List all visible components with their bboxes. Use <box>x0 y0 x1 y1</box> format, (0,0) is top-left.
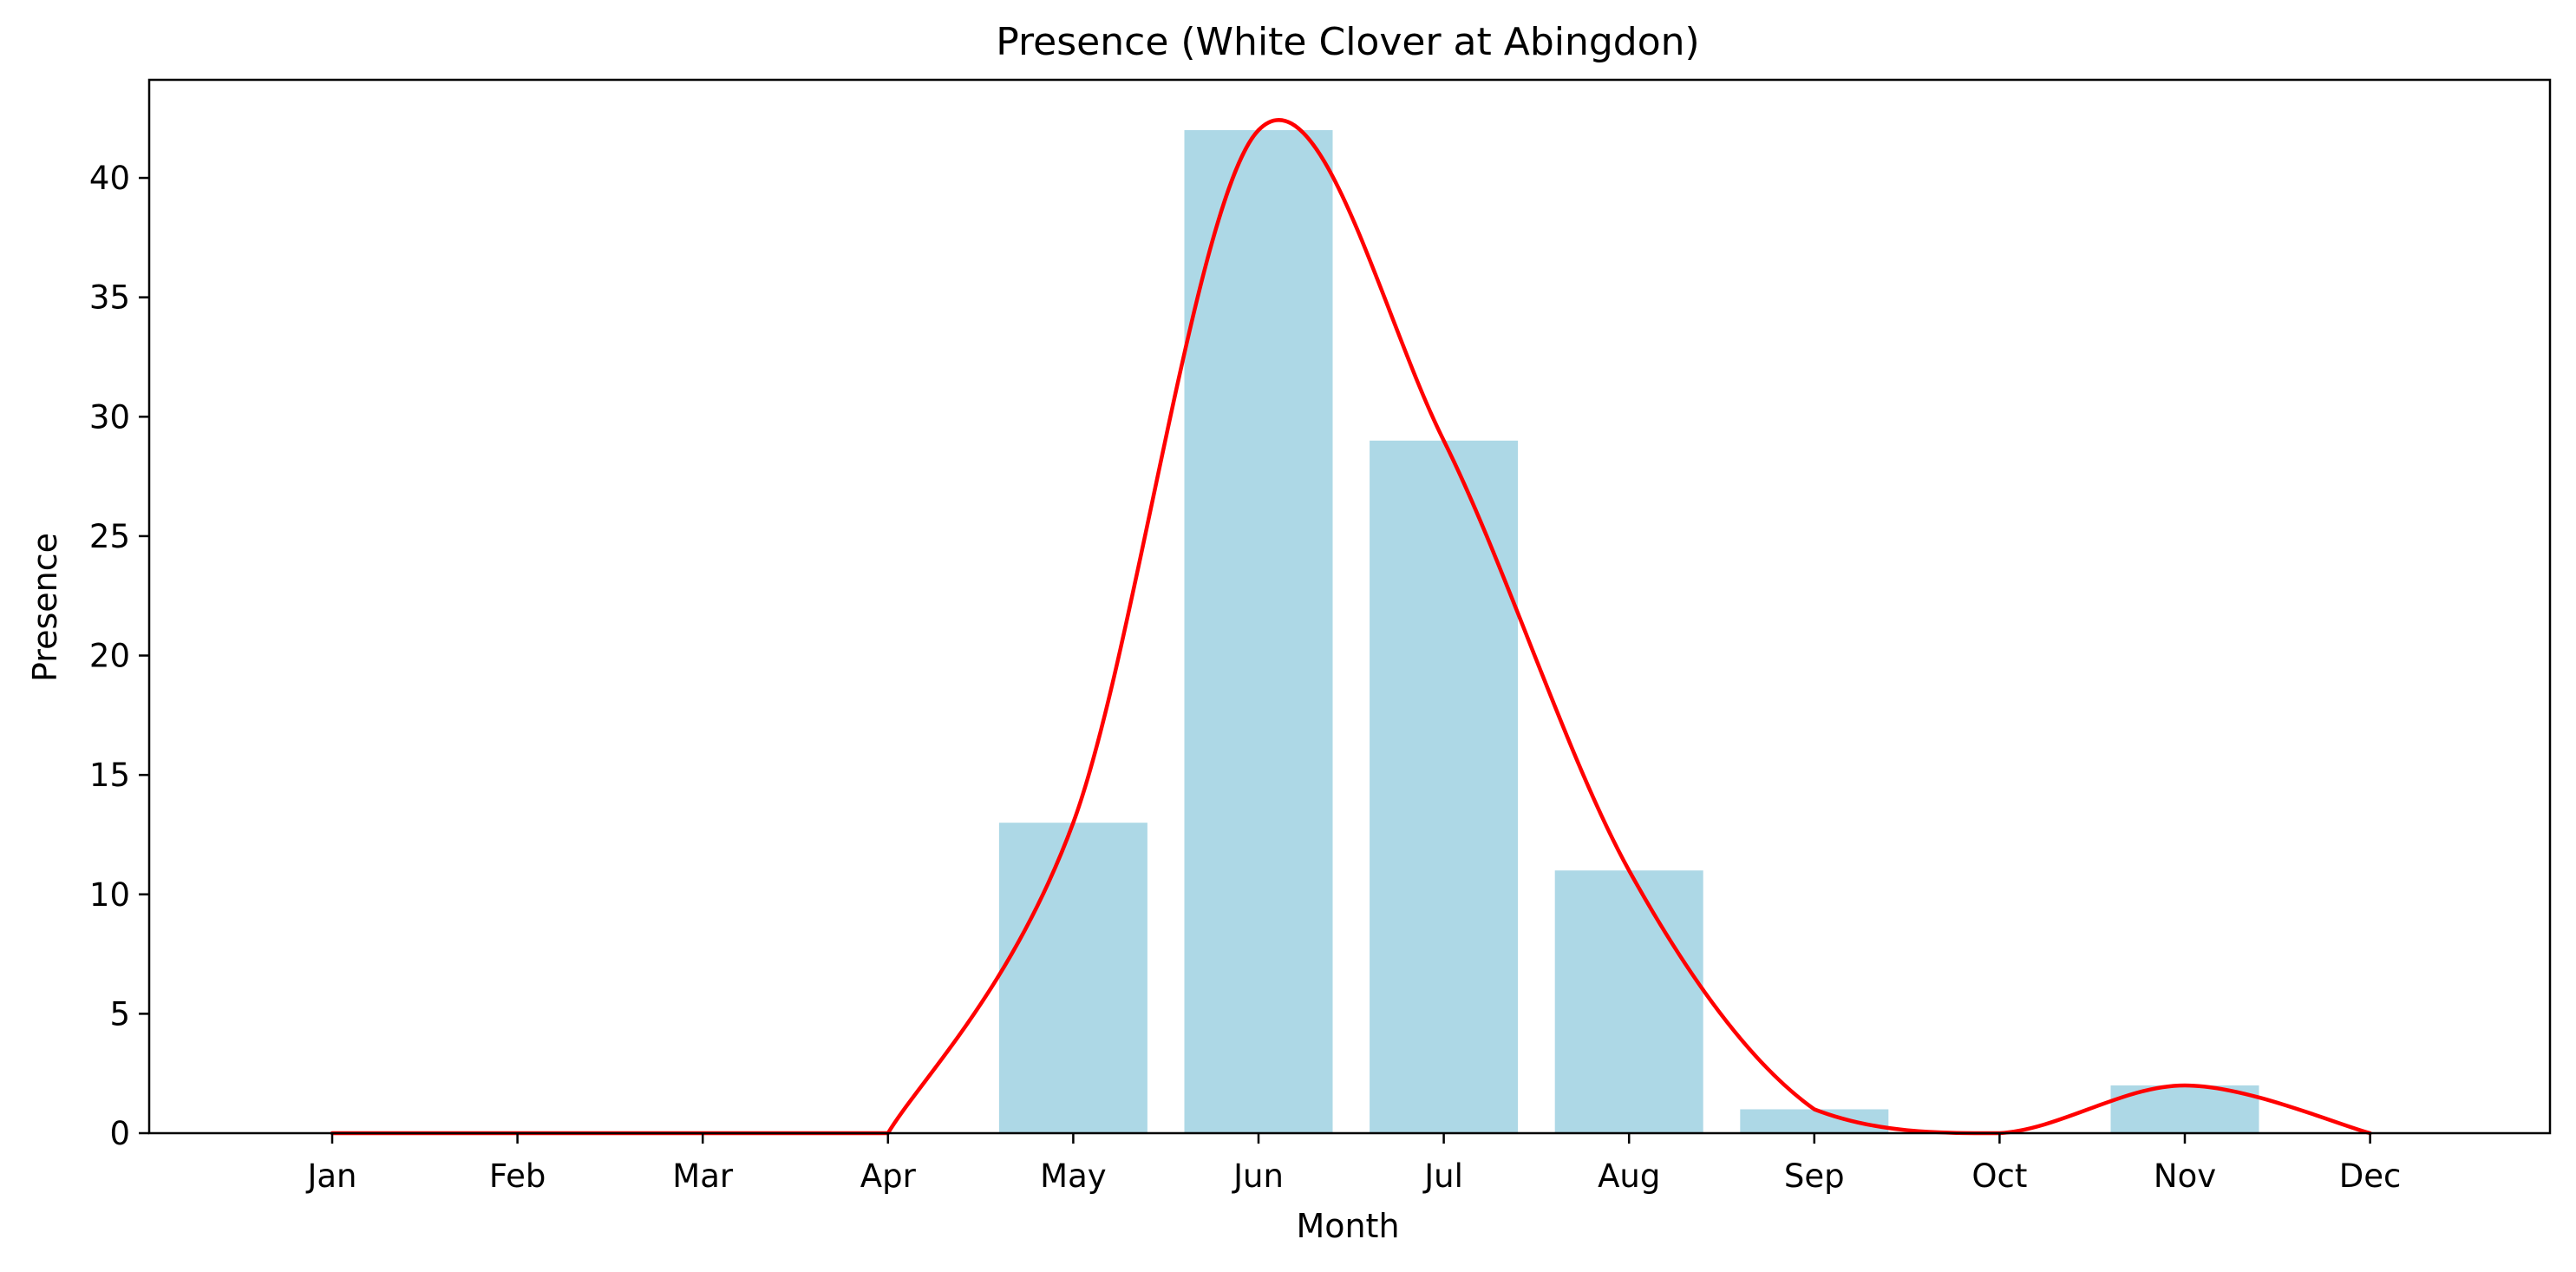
x-tick-label-dec: Dec <box>2339 1157 2402 1195</box>
x-tick-label-oct: Oct <box>1971 1157 2027 1195</box>
y-tick-label-10: 10 <box>89 876 130 914</box>
x-tick-label-may: May <box>1040 1157 1107 1195</box>
y-axis-label: Presence <box>26 533 64 682</box>
x-tick-label-jun: Jun <box>1232 1157 1284 1195</box>
x-tick-label-feb: Feb <box>489 1157 546 1195</box>
bar-jul <box>1370 440 1519 1133</box>
y-tick-label-20: 20 <box>89 638 130 675</box>
x-tick-label-apr: Apr <box>860 1157 917 1195</box>
chart-title: Presence (White Clover at Abingdon) <box>996 20 1699 64</box>
y-tick-label-25: 25 <box>89 518 130 555</box>
x-axis-label: Month <box>1296 1207 1399 1245</box>
y-tick-label-5: 5 <box>109 995 130 1033</box>
bar-sep <box>1740 1109 1889 1133</box>
y-tick-label-35: 35 <box>89 279 130 317</box>
y-axis: 0 5 10 15 20 25 30 35 40 <box>89 160 149 1152</box>
bar-jun <box>1184 130 1333 1133</box>
x-tick-label-sep: Sep <box>1784 1157 1845 1195</box>
bar-aug <box>1554 870 1703 1133</box>
x-tick-label-nov: Nov <box>2154 1157 2216 1195</box>
smoothed-presence-line <box>330 118 2372 1136</box>
x-tick-label-jan: Jan <box>305 1157 356 1195</box>
x-tick-label-mar: Mar <box>672 1157 734 1195</box>
x-axis: Jan Feb Mar Apr May Jun Jul Aug Sep Oct Nov Dec <box>305 1133 2401 1195</box>
x-tick-label-aug: Aug <box>1598 1157 1660 1195</box>
y-tick-label-0: 0 <box>109 1115 130 1152</box>
x-tick-label-jul: Jul <box>1422 1157 1463 1195</box>
y-tick-label-30: 30 <box>89 398 130 436</box>
y-tick-label-40: 40 <box>89 160 130 197</box>
bar-may <box>998 823 1147 1133</box>
y-tick-label-15: 15 <box>89 757 130 794</box>
plot-area-frame <box>147 78 2552 1135</box>
